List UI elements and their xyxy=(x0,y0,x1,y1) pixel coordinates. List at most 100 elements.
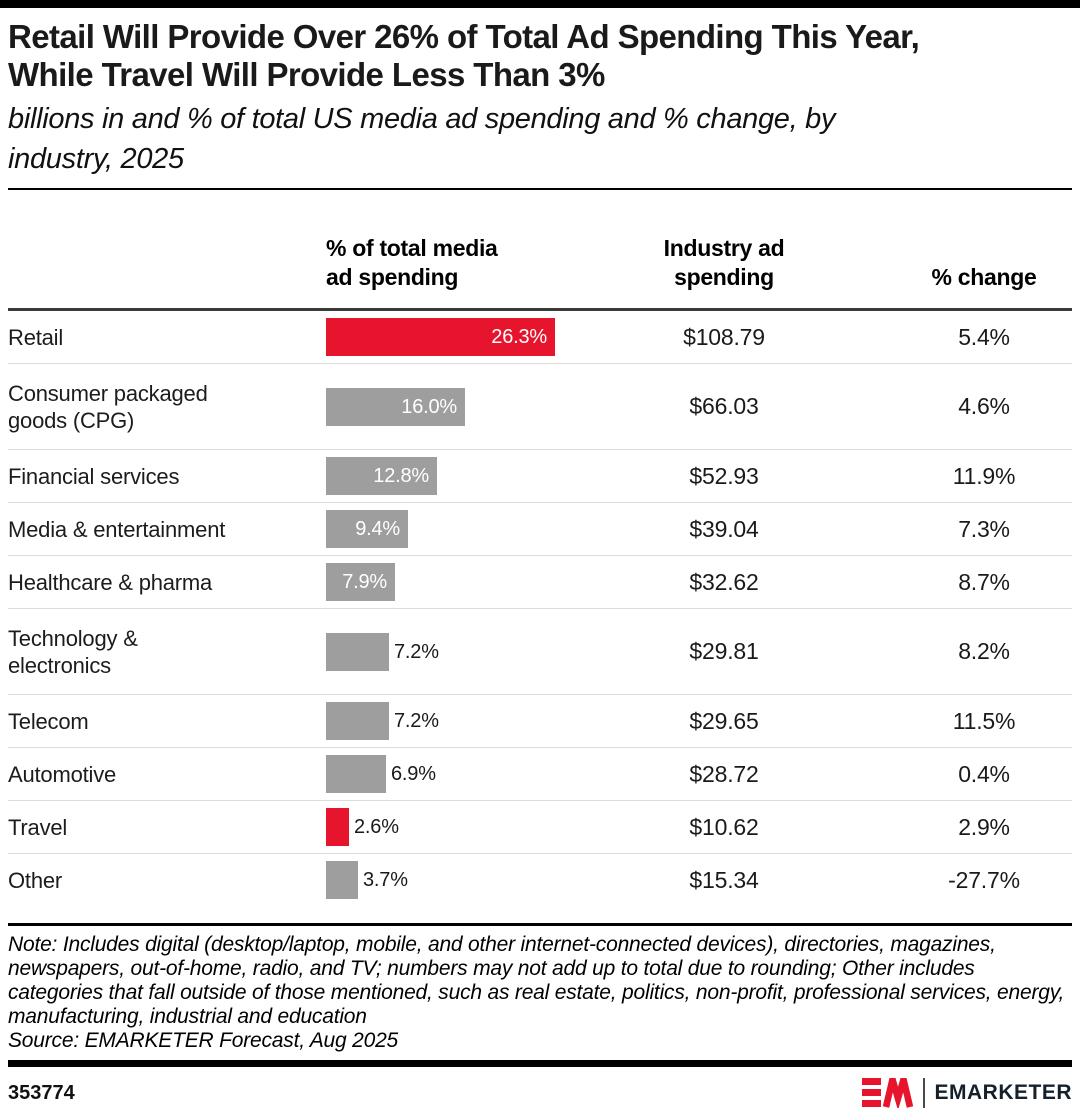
percent-change-value: 11.5% xyxy=(952,707,1016,734)
share-bar-cell: 9.4% xyxy=(326,510,576,548)
share-bar xyxy=(326,861,358,899)
share-value-label: 6.9% xyxy=(391,763,436,785)
share-bar: 16.0% xyxy=(326,387,465,426)
row-label-line: Consumer packaged xyxy=(8,380,208,406)
industry-spend-value: $15.34 xyxy=(689,866,759,893)
industry-spend-value: $39.04 xyxy=(689,515,759,542)
row-label-line: goods (CPG) xyxy=(8,407,135,433)
table-row: Media & entertainment 9.4% $39.04 7.3% xyxy=(8,503,1072,556)
row-label-line: Healthcare & pharma xyxy=(8,569,213,595)
row-label: Automotive xyxy=(8,761,326,788)
share-bar: 12.8% xyxy=(326,457,437,495)
column-header-line: Industry ad xyxy=(663,235,785,261)
chart-id: 353774 xyxy=(8,1081,75,1104)
table-row: Automotive 6.9% $28.72 0.4% xyxy=(8,748,1072,801)
table-row: Technology & electronics 7.2% $29.81 8.2% xyxy=(8,609,1072,695)
row-label-line: Media & entertainment xyxy=(8,516,226,542)
share-value-label: 7.2% xyxy=(394,710,439,732)
chart-subtitle-line-2: industry, 2025 xyxy=(8,143,184,175)
row-label: Telecom xyxy=(8,708,326,735)
table-header-row: % of total media ad spending Industry ad sp… xyxy=(8,234,1072,292)
table-row: Consumer packaged goods (CPG) 16.0% $66.03 4… xyxy=(8,364,1072,450)
row-label-line: Other xyxy=(8,867,63,893)
chart-subtitle-line-1: billions in and % of total US media ad s… xyxy=(8,103,836,135)
footnote: Note: Includes digital (desktop/laptop, … xyxy=(8,933,1065,1028)
row-label-line: Travel xyxy=(8,814,68,840)
percent-change-value: 7.3% xyxy=(958,515,1010,542)
industry-spend-value: $28.72 xyxy=(689,760,759,787)
share-bar xyxy=(326,632,389,671)
table-row: Other 3.7% $15.34 -27.7% xyxy=(8,854,1072,906)
industry-spend-value: $29.65 xyxy=(689,707,759,734)
table-row: Healthcare & pharma 7.9% $32.62 8.7% xyxy=(8,556,1072,609)
percent-change-value: -27.7% xyxy=(948,866,1020,893)
industry-spend-value: $10.62 xyxy=(689,813,759,840)
share-bar-cell: 26.3% xyxy=(326,318,576,356)
column-header-line: spending xyxy=(674,264,774,290)
row-label: Other xyxy=(8,867,326,894)
table-row: Telecom 7.2% $29.65 11.5% xyxy=(8,695,1072,748)
percent-change-value: 11.9% xyxy=(952,462,1016,489)
column-header-line: % change xyxy=(931,264,1037,290)
share-bar xyxy=(326,808,349,846)
row-label: Technology & electronics xyxy=(8,625,326,679)
share-value-label: 3.7% xyxy=(363,869,408,891)
row-label-line: Automotive xyxy=(8,761,117,787)
row-label: Financial services xyxy=(8,463,326,490)
share-bar: 9.4% xyxy=(326,510,408,548)
share-bar: 26.3% xyxy=(326,318,555,356)
share-bar: 7.9% xyxy=(326,563,395,601)
table-row: Financial services 12.8% $52.93 11.9% xyxy=(8,450,1072,503)
percent-change-value: 2.9% xyxy=(958,813,1010,840)
column-header: % of total media ad spending xyxy=(326,234,576,292)
percent-change-value: 8.2% xyxy=(958,638,1010,664)
row-label-line: Financial services xyxy=(8,463,180,489)
percent-change-value: 5.4% xyxy=(958,323,1010,350)
em-logo-icon xyxy=(862,1078,914,1108)
column-header-line: % of total media xyxy=(326,235,498,261)
percent-change-value: 8.7% xyxy=(958,568,1010,595)
footer: 353774 EMARKETER xyxy=(8,1078,1072,1108)
footer-border-bar xyxy=(8,1060,1072,1067)
industry-spend-value: $32.62 xyxy=(689,568,759,595)
brand-name: EMARKETER xyxy=(934,1081,1072,1104)
share-bar-cell: 12.8% xyxy=(326,457,576,495)
row-label-line: Technology & xyxy=(8,625,138,651)
page-title-line-2: While Travel Will Provide Less Than 3% xyxy=(8,56,605,93)
industry-spend-value: $108.79 xyxy=(683,323,765,350)
column-header: % change xyxy=(872,263,1072,292)
share-bar-cell: 16.0% xyxy=(326,387,576,426)
share-bar xyxy=(326,702,389,740)
row-label: Media & entertainment xyxy=(8,516,326,543)
table-row: Travel 2.6% $10.62 2.9% xyxy=(8,801,1072,854)
row-label: Travel xyxy=(8,814,326,841)
industry-spend-value: $66.03 xyxy=(689,393,759,419)
industry-table: Retail 26.3% $108.79 5.4% Consumer packaged g… xyxy=(8,311,1072,906)
share-value-label: 7.2% xyxy=(394,640,439,663)
industry-spend-value: $52.93 xyxy=(689,462,759,489)
share-value-label: 2.6% xyxy=(354,816,399,838)
share-bar-cell: 2.6% xyxy=(326,808,576,846)
row-label: Consumer packaged goods (CPG) xyxy=(8,380,326,434)
chart-subtitle: billions in and % of total US media ad s… xyxy=(8,99,1072,179)
column-header: Industry ad spending xyxy=(576,234,872,292)
table-bottom-divider xyxy=(8,923,1072,926)
row-label-line: electronics xyxy=(8,652,111,678)
industry-spend-value: $29.81 xyxy=(689,638,759,664)
top-border-bar xyxy=(0,0,1080,8)
table-header-divider xyxy=(8,308,1072,311)
emarketer-logo: EMARKETER xyxy=(862,1078,1072,1108)
subtitle-divider xyxy=(8,188,1072,190)
share-bar-cell: 7.2% xyxy=(326,702,576,740)
share-bar-cell: 7.2% xyxy=(326,632,576,671)
percent-change-value: 0.4% xyxy=(958,760,1010,787)
share-bar-cell: 6.9% xyxy=(326,755,576,793)
share-bar xyxy=(326,755,386,793)
row-label-line: Retail xyxy=(8,324,64,350)
page-title: Retail Will Provide Over 26% of Total Ad… xyxy=(8,18,1072,94)
share-bar-cell: 3.7% xyxy=(326,861,576,899)
logo-separator xyxy=(923,1078,926,1108)
row-label-line: Telecom xyxy=(8,708,89,734)
row-label: Healthcare & pharma xyxy=(8,569,326,596)
source-line: Source: EMARKETER Forecast, Aug 2025 xyxy=(8,1029,399,1052)
